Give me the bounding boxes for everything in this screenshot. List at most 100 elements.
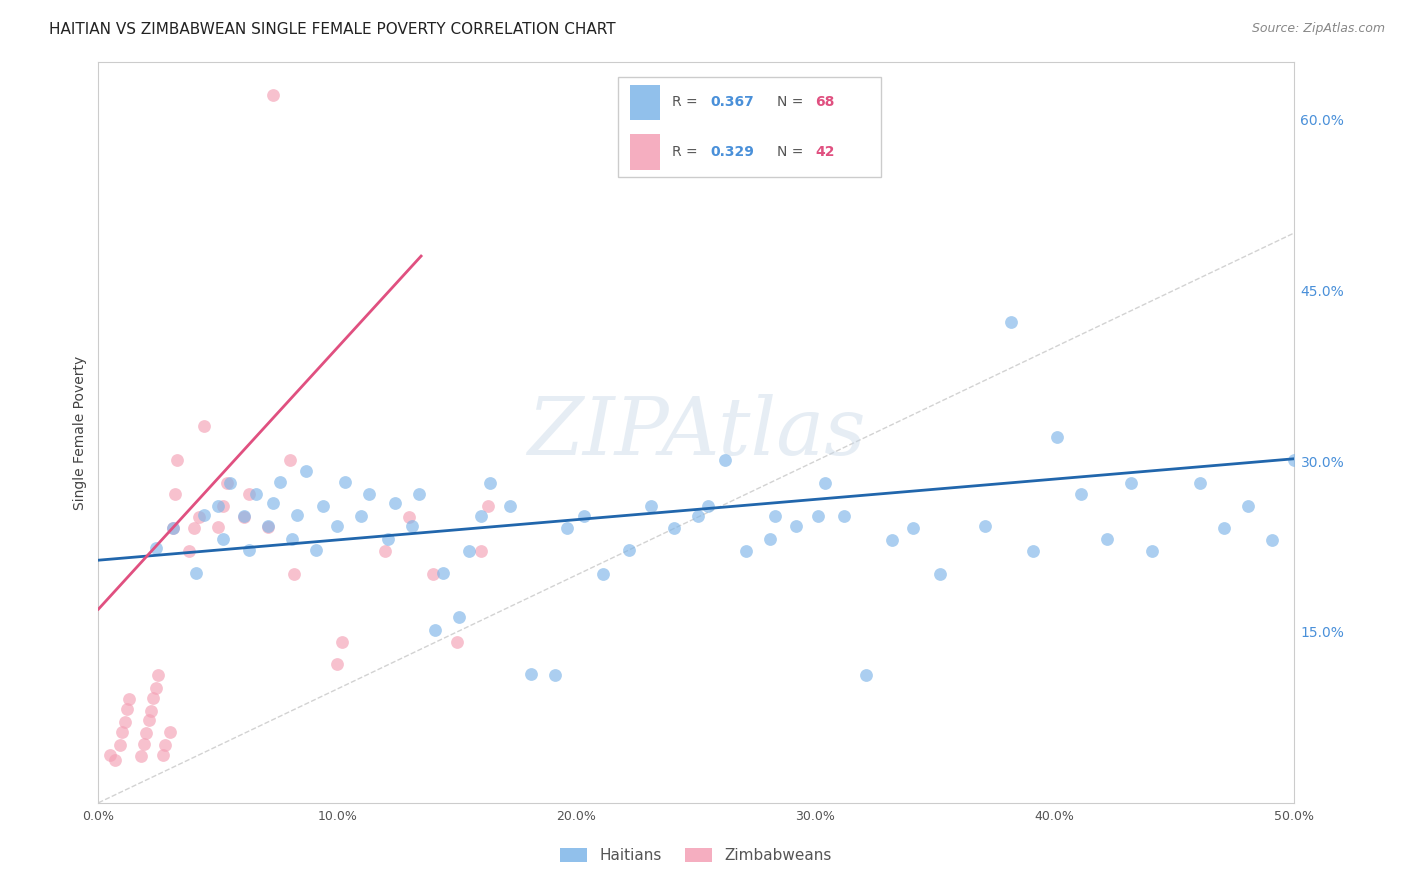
Text: R =: R = bbox=[672, 145, 702, 159]
Point bbox=[401, 519, 423, 533]
Point bbox=[281, 532, 304, 546]
Point bbox=[1095, 532, 1118, 546]
FancyBboxPatch shape bbox=[630, 135, 661, 169]
Text: ZIPAtlas: ZIPAtlas bbox=[527, 394, 865, 471]
Point bbox=[145, 541, 167, 555]
Point bbox=[155, 738, 177, 752]
Point bbox=[132, 737, 155, 751]
Point bbox=[1213, 521, 1236, 535]
Point bbox=[238, 543, 260, 558]
Point bbox=[131, 749, 153, 764]
Point bbox=[211, 532, 233, 546]
Point bbox=[458, 544, 481, 558]
Point bbox=[262, 496, 284, 510]
Point bbox=[278, 453, 301, 467]
Point bbox=[763, 508, 786, 523]
Point bbox=[880, 533, 903, 547]
Point bbox=[470, 508, 492, 523]
Point bbox=[735, 544, 758, 558]
Point bbox=[295, 464, 318, 478]
Text: 68: 68 bbox=[815, 95, 835, 110]
Point bbox=[179, 544, 201, 558]
Point bbox=[425, 623, 447, 637]
Point bbox=[219, 475, 242, 490]
Point bbox=[138, 713, 160, 727]
Point bbox=[163, 487, 186, 501]
Point bbox=[1282, 453, 1305, 467]
Point bbox=[115, 702, 138, 716]
Point bbox=[217, 475, 239, 490]
Point bbox=[108, 738, 131, 752]
Point bbox=[142, 691, 165, 706]
Point bbox=[193, 508, 215, 522]
Point bbox=[186, 566, 208, 580]
Point bbox=[139, 704, 162, 718]
Point bbox=[118, 692, 141, 706]
Point bbox=[544, 668, 567, 682]
Point bbox=[1000, 315, 1022, 329]
Point bbox=[233, 509, 256, 524]
Point bbox=[814, 475, 837, 490]
Point bbox=[245, 487, 267, 501]
Point bbox=[1237, 499, 1260, 513]
Point bbox=[269, 475, 291, 489]
Text: 0.367: 0.367 bbox=[710, 95, 754, 110]
Point bbox=[187, 509, 209, 524]
Point bbox=[326, 657, 349, 671]
Point bbox=[903, 521, 925, 535]
Point bbox=[640, 499, 662, 513]
Point bbox=[207, 520, 229, 534]
Point bbox=[183, 521, 205, 535]
Point bbox=[374, 544, 396, 558]
FancyBboxPatch shape bbox=[630, 85, 661, 120]
Point bbox=[832, 508, 855, 523]
Point bbox=[449, 610, 471, 624]
Text: R =: R = bbox=[672, 95, 702, 110]
Point bbox=[233, 508, 256, 523]
Point bbox=[384, 496, 406, 510]
Point bbox=[193, 418, 215, 433]
Point bbox=[1119, 475, 1142, 490]
Text: N =: N = bbox=[778, 145, 808, 159]
Point bbox=[498, 499, 520, 513]
Point bbox=[104, 752, 127, 766]
Point bbox=[350, 508, 373, 523]
Point bbox=[398, 509, 420, 524]
Text: HAITIAN VS ZIMBABWEAN SINGLE FEMALE POVERTY CORRELATION CHART: HAITIAN VS ZIMBABWEAN SINGLE FEMALE POVE… bbox=[49, 22, 616, 37]
Point bbox=[257, 520, 280, 534]
Point bbox=[974, 519, 997, 533]
Point bbox=[257, 519, 280, 533]
Text: 42: 42 bbox=[815, 145, 835, 159]
Point bbox=[145, 681, 167, 695]
Point bbox=[114, 714, 136, 729]
Point bbox=[111, 725, 134, 739]
FancyBboxPatch shape bbox=[619, 78, 882, 178]
Point bbox=[162, 521, 184, 535]
Point bbox=[477, 499, 499, 513]
Text: 0.329: 0.329 bbox=[710, 145, 754, 159]
Point bbox=[520, 667, 543, 681]
Point bbox=[1261, 533, 1284, 547]
Point bbox=[152, 747, 174, 762]
Point bbox=[408, 487, 430, 501]
Point bbox=[159, 725, 181, 739]
Point bbox=[211, 499, 233, 513]
Point bbox=[1070, 487, 1092, 501]
Point bbox=[470, 544, 492, 558]
Point bbox=[807, 508, 830, 523]
Point bbox=[688, 508, 710, 523]
Point bbox=[479, 475, 502, 490]
Point bbox=[432, 566, 454, 580]
Point bbox=[135, 726, 157, 740]
Point bbox=[148, 668, 170, 682]
Y-axis label: Single Female Poverty: Single Female Poverty bbox=[73, 356, 87, 509]
Point bbox=[855, 668, 877, 682]
Point bbox=[262, 88, 284, 103]
Point bbox=[305, 543, 328, 558]
Point bbox=[759, 532, 782, 546]
Point bbox=[572, 508, 595, 523]
Point bbox=[1142, 544, 1164, 558]
Point bbox=[312, 499, 335, 513]
Point bbox=[664, 521, 686, 535]
Point bbox=[1022, 544, 1045, 558]
